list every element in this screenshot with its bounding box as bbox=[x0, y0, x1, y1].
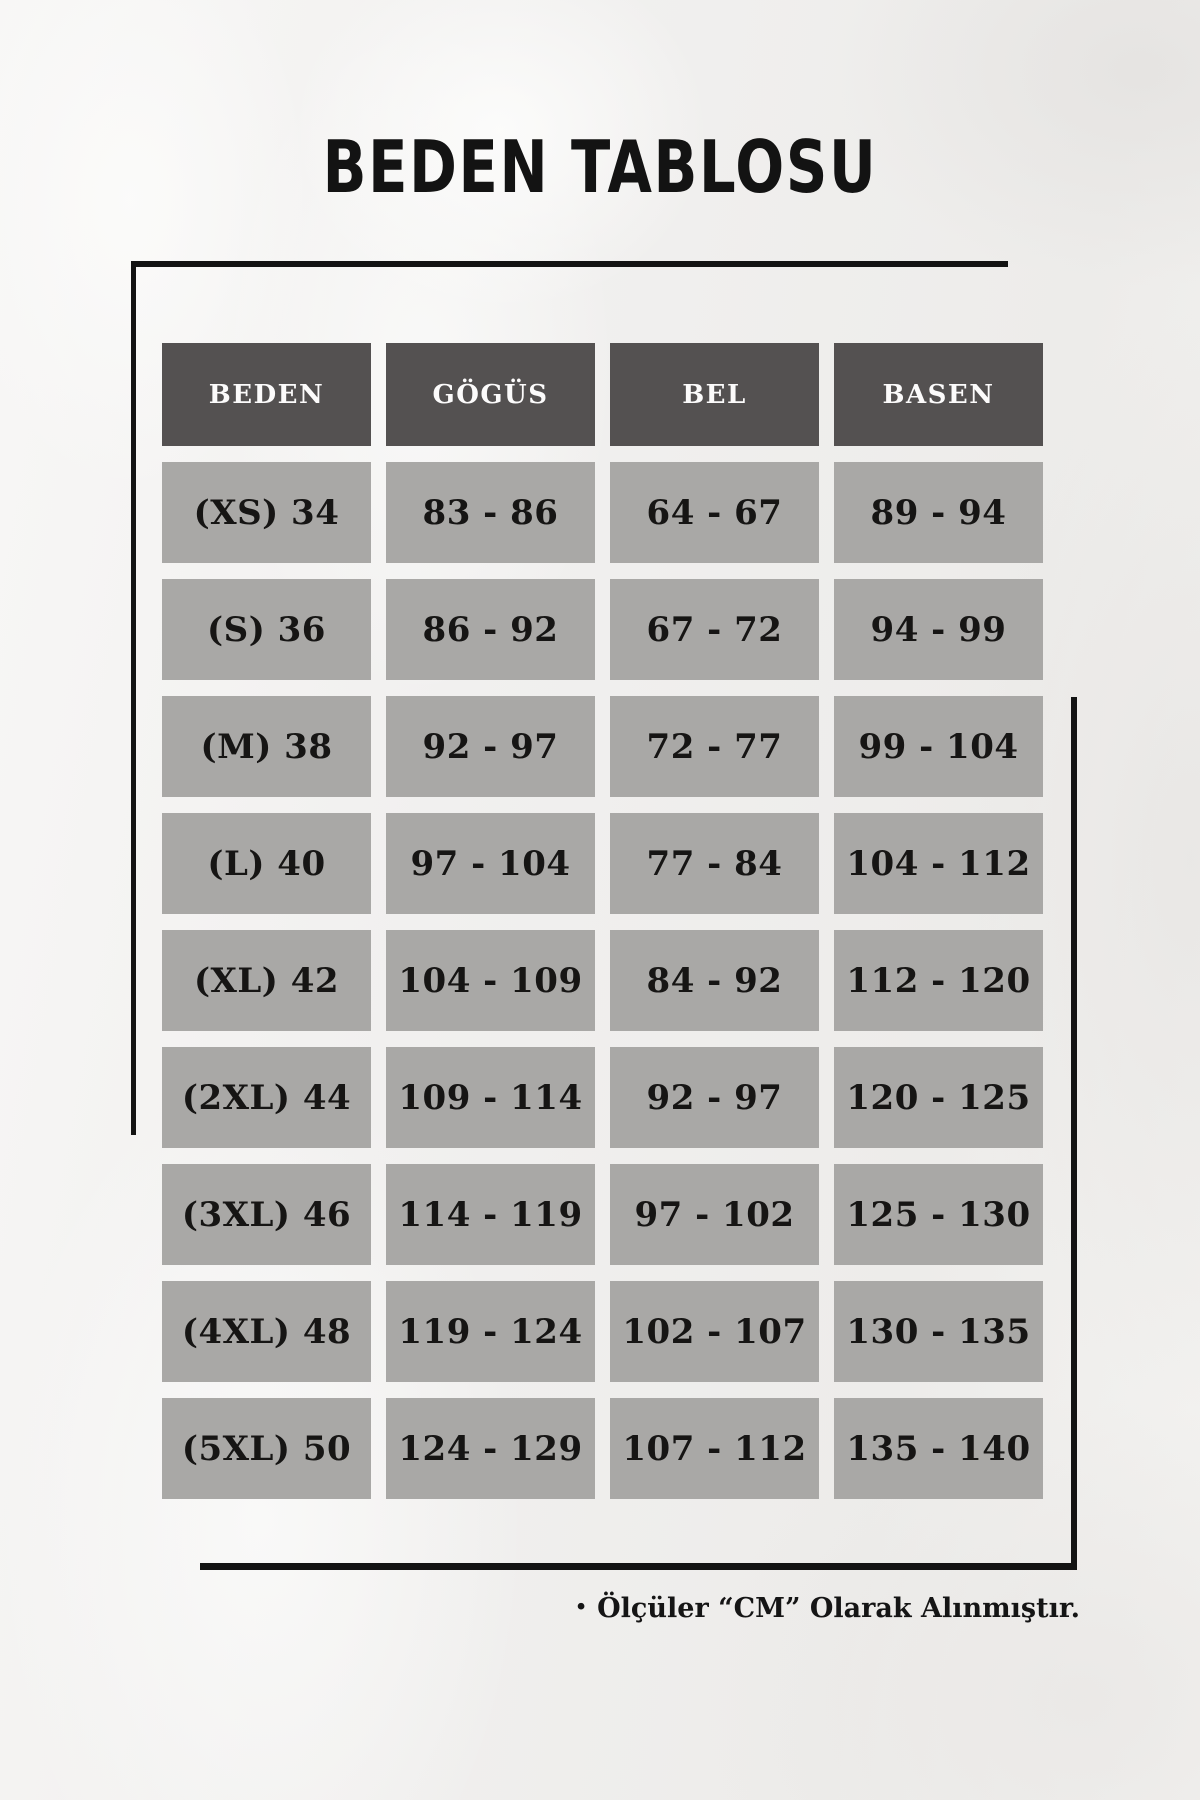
table-cell: 104 - 112 bbox=[834, 813, 1043, 914]
frame-line-left bbox=[131, 261, 136, 1135]
bullet-icon: • bbox=[575, 1596, 588, 1618]
table-cell: 109 - 114 bbox=[386, 1047, 595, 1148]
table-cell: 119 - 124 bbox=[386, 1281, 595, 1382]
header-cell-bel: BEL bbox=[610, 343, 819, 446]
frame-line-bottom bbox=[200, 1563, 1077, 1570]
table-cell-size-xs: (XS) 34 bbox=[162, 462, 371, 563]
table-cell: 67 - 72 bbox=[610, 579, 819, 680]
header-cell-beden: BEDEN bbox=[162, 343, 371, 446]
table-cell-size-s: (S) 36 bbox=[162, 579, 371, 680]
table-cell: 125 - 130 bbox=[834, 1164, 1043, 1265]
table-cell: 99 - 104 bbox=[834, 696, 1043, 797]
table-cell: 94 - 99 bbox=[834, 579, 1043, 680]
table-cell-size-2xl: (2XL) 44 bbox=[162, 1047, 371, 1148]
table-cell: 107 - 112 bbox=[610, 1398, 819, 1499]
table-cell: 92 - 97 bbox=[386, 696, 595, 797]
table-cell: 89 - 94 bbox=[834, 462, 1043, 563]
table-cell-size-m: (M) 38 bbox=[162, 696, 371, 797]
table-cell-size-3xl: (3XL) 46 bbox=[162, 1164, 371, 1265]
page-title: BEDEN TABLOSU bbox=[322, 125, 878, 209]
table-cell-size-5xl: (5XL) 50 bbox=[162, 1398, 371, 1499]
table-cell-size-xl: (XL) 42 bbox=[162, 930, 371, 1031]
size-table: BEDEN GÖGÜS BEL BASEN (XS) 34 83 - 86 64… bbox=[162, 343, 1043, 1499]
table-cell: 102 - 107 bbox=[610, 1281, 819, 1382]
table-cell: 64 - 67 bbox=[610, 462, 819, 563]
table-cell: 72 - 77 bbox=[610, 696, 819, 797]
table-cell: 114 - 119 bbox=[386, 1164, 595, 1265]
measurement-note: • Ölçüler “CM” Olarak Alınmıştır. bbox=[575, 1593, 1080, 1624]
frame-line-right bbox=[1071, 697, 1077, 1570]
table-cell: 84 - 92 bbox=[610, 930, 819, 1031]
table-cell: 86 - 92 bbox=[386, 579, 595, 680]
table-cell: 83 - 86 bbox=[386, 462, 595, 563]
table-cell: 92 - 97 bbox=[610, 1047, 819, 1148]
table-cell-size-l: (L) 40 bbox=[162, 813, 371, 914]
table-cell: 120 - 125 bbox=[834, 1047, 1043, 1148]
table-cell: 135 - 140 bbox=[834, 1398, 1043, 1499]
table-cell-size-4xl: (4XL) 48 bbox=[162, 1281, 371, 1382]
table-cell: 104 - 109 bbox=[386, 930, 595, 1031]
table-cell: 97 - 102 bbox=[610, 1164, 819, 1265]
frame-line-top bbox=[131, 261, 1008, 267]
measurement-note-text: Ölçüler “CM” Olarak Alınmıştır. bbox=[597, 1593, 1080, 1624]
table-cell: 130 - 135 bbox=[834, 1281, 1043, 1382]
table-cell: 112 - 120 bbox=[834, 930, 1043, 1031]
header-cell-basen: BASEN bbox=[834, 343, 1043, 446]
table-cell: 124 - 129 bbox=[386, 1398, 595, 1499]
header-cell-gogus: GÖGÜS bbox=[386, 343, 595, 446]
table-cell: 97 - 104 bbox=[386, 813, 595, 914]
table-cell: 77 - 84 bbox=[610, 813, 819, 914]
